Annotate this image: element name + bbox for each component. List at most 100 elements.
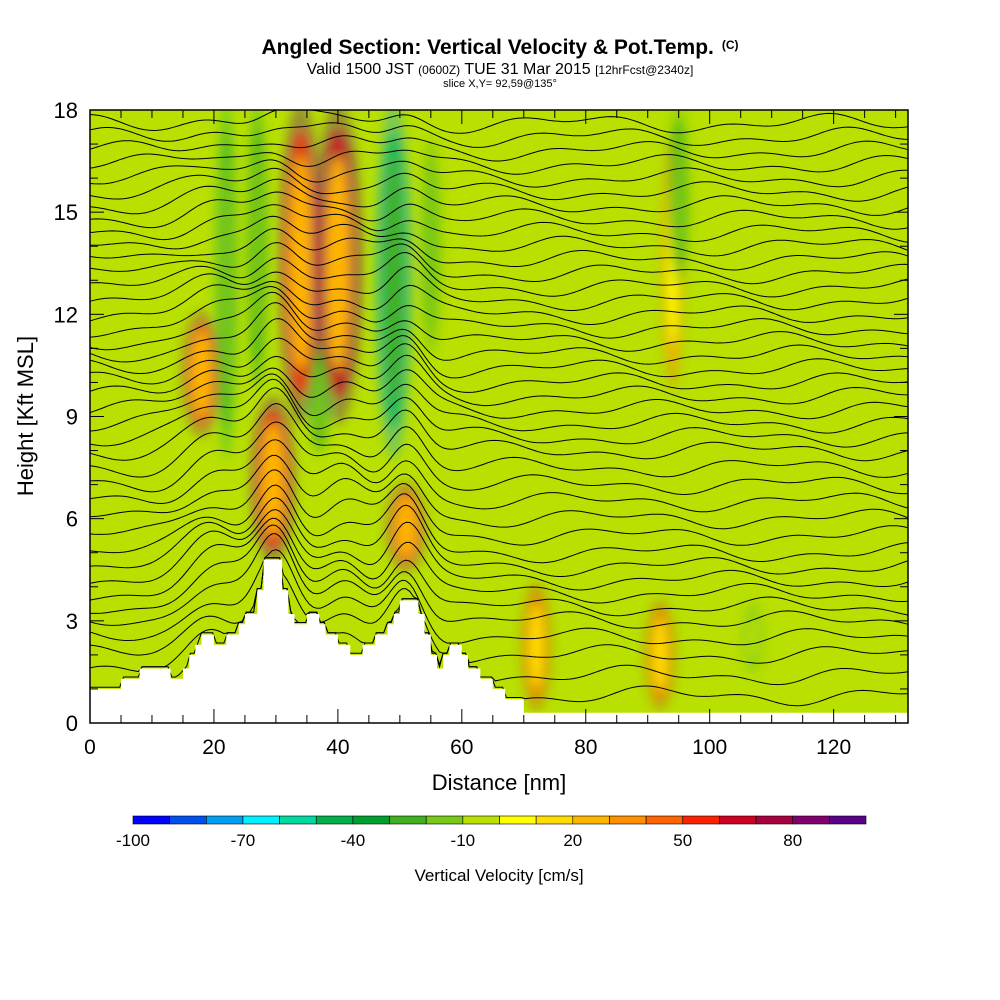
isentrope-line <box>90 215 908 257</box>
isentrope-line <box>90 302 908 365</box>
terrain <box>90 559 908 723</box>
valid-zulu: (0600Z) <box>418 63 461 77</box>
colorbar-swatch <box>462 815 500 825</box>
isentrope-line <box>90 509 908 591</box>
isentrope-line <box>90 280 908 325</box>
isentrope-line <box>90 251 908 298</box>
isentrope-line <box>90 439 908 513</box>
isentrope-line <box>90 135 908 162</box>
colorbar: -100 -70 -40 -10 20 50 80 <box>116 815 867 850</box>
isentrope-line <box>90 517 908 604</box>
slice-info: slice X,Y= 92,59@135° <box>443 78 557 90</box>
y-tick-label: 18 <box>54 98 78 123</box>
isentrope-line <box>90 469 908 546</box>
isentrope-line <box>90 378 908 448</box>
updraft-band <box>326 157 350 369</box>
isentrope-line <box>90 266 908 311</box>
y-tick-label: 9 <box>66 405 78 430</box>
colorbar-tick-label: -70 <box>231 831 256 850</box>
isentrope-line <box>90 402 908 478</box>
y-tick-label: 0 <box>66 711 78 736</box>
isentrope-line <box>90 387 908 462</box>
isentrope-line <box>90 524 908 617</box>
colorbar-tick-label: 20 <box>563 831 582 850</box>
isentrope-line <box>90 286 908 339</box>
y-tick-label: 3 <box>66 609 78 634</box>
chart-title: Angled Section: Vertical Velocity & Pot.… <box>0 36 1000 60</box>
colorbar-swatch <box>755 815 793 825</box>
x-tick-label: 120 <box>816 736 851 759</box>
valid-date: TUE 31 Mar 2015 <box>464 61 591 78</box>
velocity-field <box>90 110 908 723</box>
colorbar-tick-label: 50 <box>673 831 692 850</box>
forecast-info: [12hrFcst@2340z] <box>595 63 694 77</box>
isentrope-line <box>90 557 908 664</box>
isentrope-line <box>90 204 908 243</box>
isentrope-line <box>90 454 908 530</box>
chart-title-unit: (C) <box>721 38 739 52</box>
isentrope-line <box>90 242 908 285</box>
x-tick-label: 40 <box>326 736 349 759</box>
colorbar-swatch <box>279 815 317 825</box>
isentrope-line <box>90 159 908 188</box>
isentrope-line <box>90 367 908 420</box>
velocity-bands <box>181 110 765 709</box>
colorbar-swatch <box>169 815 207 825</box>
isentrope-line <box>90 557 908 686</box>
chart-title-main: Angled Section: Vertical Velocity & Pot.… <box>261 36 714 59</box>
downdraft-band <box>748 614 758 662</box>
colorbar-swatch <box>206 815 244 825</box>
x-tick-label: 80 <box>574 736 597 759</box>
x-tick-label: 20 <box>202 736 225 759</box>
y-tick-label: 15 <box>54 200 78 225</box>
colorbar-tick-label: -10 <box>451 831 476 850</box>
colorbar-swatch <box>352 815 390 825</box>
updraft-band <box>397 497 416 557</box>
x-axis-label: Distance [nm] <box>432 770 567 795</box>
updraft-band <box>262 424 283 535</box>
isentrope-line <box>90 533 908 629</box>
colorbar-swatch <box>499 815 537 825</box>
y-axis-label: Height [Kft MSL] <box>13 336 38 496</box>
colorbar-swatch <box>645 815 684 825</box>
colorbar-swatch <box>535 815 574 825</box>
isentrope-line <box>90 191 908 230</box>
isentrope-line <box>90 484 908 564</box>
isentrope-line <box>90 373 908 434</box>
isentrope-line <box>90 291 908 352</box>
colorbar-label: Vertical Velocity [cm/s] <box>414 866 583 885</box>
colorbar-tick-label: 80 <box>783 831 802 850</box>
isentrope-line <box>90 167 908 202</box>
colorbar-tick-label: -100 <box>116 831 150 850</box>
isentrope-line <box>90 149 908 175</box>
downdraft-band <box>314 364 325 435</box>
x-tick-label: 0 <box>84 736 96 759</box>
colorbar-swatch <box>792 815 830 825</box>
updraft-band <box>529 605 543 688</box>
valid-prefix: Valid 1500 JST <box>306 61 414 78</box>
isentrope-line <box>90 228 908 271</box>
y-tick-label: 6 <box>66 507 78 532</box>
updraft-band <box>653 619 667 691</box>
colorbar-tick-label: -40 <box>341 831 366 850</box>
x-tick-label: 100 <box>692 736 727 759</box>
isentrope-line <box>90 337 908 393</box>
downdraft-band <box>673 136 684 254</box>
isentrope-line <box>90 354 908 407</box>
downdraft-band <box>385 162 403 398</box>
isentrope-line <box>90 318 908 379</box>
x-axis: 0 20 40 60 80 100 120 <box>84 110 897 759</box>
isentropes <box>90 110 908 707</box>
colorbar-swatch <box>682 815 720 825</box>
colorbar-swatch <box>829 815 867 825</box>
isentrope-line <box>90 549 908 646</box>
colorbar-swatch <box>609 815 647 825</box>
colorbar-swatch <box>315 815 354 825</box>
colorbar-swatch <box>242 815 280 825</box>
y-axis: 0 3 6 9 12 15 18 <box>54 98 908 736</box>
chart-subtitle: Valid 1500 JST (0600Z) TUE 31 Mar 2015 [… <box>0 61 1000 79</box>
colorbar-swatch <box>719 815 757 825</box>
colorbar-swatch <box>389 815 427 825</box>
y-tick-label: 12 <box>54 302 78 327</box>
